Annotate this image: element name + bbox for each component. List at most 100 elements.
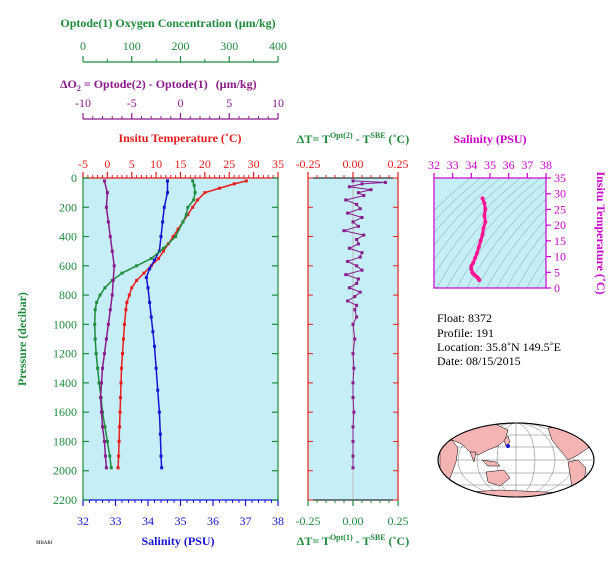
dt-top-tick-label: 0.00: [343, 157, 364, 171]
japan-land: [503, 435, 511, 447]
data-point-oxygen: [94, 352, 98, 356]
data-point-delta_o2: [108, 235, 112, 239]
pressure-axis-tick-label: 1400: [53, 376, 77, 390]
dt-data-point: [369, 188, 373, 192]
pressure-axis-tick-label: 0: [71, 171, 77, 185]
dt-data-point: [346, 259, 350, 263]
ts-data-point: [469, 264, 474, 268]
data-point-delta_o2: [106, 322, 110, 326]
isopycnal-curve: [506, 230, 546, 288]
ts-data-point: [481, 226, 486, 231]
pressure-axis-tick-label: 1800: [53, 434, 77, 448]
oxygen-axis-tick-label: 200: [172, 39, 190, 53]
data-point-temperature: [118, 425, 122, 429]
dt-data-point: [358, 290, 362, 294]
data-point-temperature: [218, 186, 221, 190]
dt-data-point: [360, 216, 364, 220]
dt-bottom-title: ΔT= TOpt(1) - TSBE (˚C): [297, 533, 409, 548]
isopycnal-curve: [516, 242, 546, 288]
dt-bottom-tick-label: 0.25: [388, 514, 409, 528]
data-point-temperature: [122, 322, 126, 326]
data-point-delta_o2: [100, 381, 104, 385]
ts-x-tick-label: 36: [503, 158, 515, 172]
ts-data-point: [483, 220, 488, 224]
ts-isopycnals: [434, 178, 546, 288]
dt-data-point: [362, 233, 366, 237]
data-point-delta_o2: [103, 454, 107, 458]
data-point-oxygen: [103, 286, 107, 290]
isopycnal-curve: [434, 178, 472, 212]
data-point-salinity: [166, 179, 169, 183]
ts-y-tick-label: 5: [554, 265, 560, 279]
dt-data-point: [344, 198, 348, 202]
data-point-salinity: [148, 267, 152, 271]
ts-data-point: [471, 260, 476, 265]
data-point-oxygen: [161, 246, 165, 250]
ts-y-title: Insitu Temperature (˚C): [594, 171, 608, 294]
data-point-oxygen: [93, 322, 97, 326]
data-point-temperature: [119, 396, 123, 400]
data-point-temperature: [161, 249, 165, 253]
ts-x-tick-label: 32: [428, 158, 440, 172]
temperature-axis-ticks: -5 0 5 10 15 20 25 30 35: [78, 157, 284, 178]
pressure-axis-tick-label: 800: [59, 288, 77, 302]
data-point-salinity: [153, 258, 156, 262]
series-delta_o2: [99, 179, 116, 470]
data-point-oxygen: [103, 425, 107, 429]
ts-data-point: [473, 256, 478, 261]
dt-data-point: [344, 273, 348, 277]
data-point-oxygen: [105, 439, 109, 443]
data-point-delta_o2: [104, 466, 108, 470]
isopycnal-curve: [434, 178, 502, 247]
dt-data-point: [353, 295, 357, 299]
isopycnal-curve: [536, 271, 546, 288]
dt-bottom-tick-label: 0.00: [343, 514, 364, 528]
temperature-axis-tick-label: 35: [272, 157, 284, 171]
dt-data-point: [351, 466, 355, 470]
dt-data-point: [362, 194, 366, 198]
delta-o2-axis-tick-label: -10: [75, 96, 91, 110]
ts-y-tick-label: 25: [554, 202, 566, 216]
ts-y-tick-label: 10: [554, 250, 566, 264]
isopycnal-curve: [446, 178, 542, 288]
pressure-axis-tick-label: 400: [59, 230, 77, 244]
data-point-temperature: [120, 352, 124, 356]
data-point-salinity: [149, 315, 153, 319]
oxygen-axis-tick-label: 300: [220, 39, 238, 53]
dt-data-point: [352, 410, 356, 414]
data-point-oxygen: [95, 300, 99, 304]
data-point-oxygen: [108, 454, 112, 458]
data-point-temperature: [142, 271, 146, 275]
data-point-temperature: [203, 191, 207, 195]
dt-data-point: [355, 264, 359, 268]
dt-data-point: [358, 255, 362, 259]
data-point-salinity: [161, 220, 165, 224]
info-date: Date: 08/15/2015: [437, 354, 521, 368]
data-point-delta_o2: [110, 293, 114, 297]
delta-o2-axis-tick-label: 10: [272, 96, 284, 110]
dt-data-point: [356, 242, 360, 246]
data-point-oxygen: [149, 257, 153, 260]
isopycnal-curve: [456, 181, 546, 288]
pressure-axis-tick-label: 1600: [53, 405, 77, 419]
data-point-delta_o2: [111, 278, 115, 282]
ts-y-tick-label: 15: [554, 234, 566, 248]
data-point-temperature: [120, 366, 124, 370]
ts-data-point: [478, 238, 483, 243]
ts-data-point: [482, 213, 487, 218]
dt-data-point: [346, 211, 350, 215]
ts-data-point: [480, 196, 485, 201]
dt-data-point: [360, 182, 364, 186]
data-point-oxygen: [191, 179, 195, 183]
dt-data-point: [351, 454, 355, 458]
ts-y-tick-label: 20: [554, 218, 566, 232]
pressure-axis-title: Pressure (decibar): [15, 292, 29, 386]
dt-data-point: [360, 268, 364, 272]
data-point-oxygen: [98, 293, 102, 297]
data-point-delta_o2: [108, 308, 112, 312]
data-point-temperature: [171, 235, 175, 239]
data-point-oxygen: [109, 466, 113, 470]
data-point-temperature: [121, 337, 125, 341]
isopycnal-curve: [476, 198, 546, 288]
